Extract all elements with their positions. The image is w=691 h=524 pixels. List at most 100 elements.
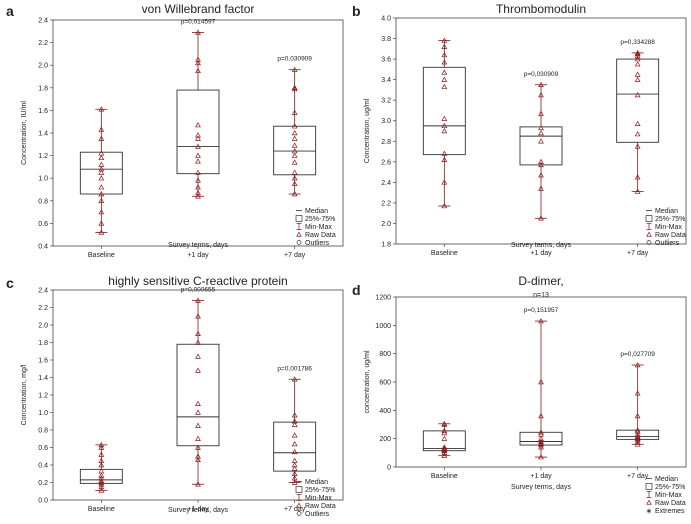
chart-panel-c: c highly sensitive C-reactive protein 0.0 0… xyxy=(6,274,344,518)
raw-data-point xyxy=(195,422,201,428)
raw-data-point xyxy=(538,454,544,460)
chart-title: highly sensitive C-reactive protein xyxy=(108,274,287,288)
y-tick-label: 1.6 xyxy=(38,358,48,365)
raw-data-point xyxy=(98,154,105,161)
y-tick-label: 1.2 xyxy=(38,153,48,160)
raw-data-point xyxy=(98,209,105,215)
raw-data-point xyxy=(538,138,544,144)
y-tick-label: 3.4 xyxy=(381,77,391,84)
chart-panel-b: b Thrombomodulin 1.8 2.0 2.2 2.4 2.6 2.8 3.0 3.2 3… xyxy=(352,2,687,257)
p-value-label: p=0,151957 xyxy=(524,307,559,314)
raw-data-point xyxy=(195,67,201,74)
raw-data-point xyxy=(291,432,298,438)
iqr-box xyxy=(519,126,563,166)
legend-label: 25%-75% xyxy=(305,216,335,223)
legend-label: Median xyxy=(305,208,328,215)
legend-raw-swatch xyxy=(646,231,652,237)
raw-data-point xyxy=(195,339,201,345)
raw-data-point xyxy=(538,439,544,446)
legend-outlier-swatch xyxy=(296,240,302,245)
raw-data-point xyxy=(98,175,105,181)
legend-label: Raw Data xyxy=(305,232,336,239)
box-group xyxy=(79,106,123,235)
raw-data-point xyxy=(98,444,105,450)
y-tick-label: 2.4 xyxy=(381,180,391,187)
raw-data-point xyxy=(98,472,105,478)
raw-data-point xyxy=(98,150,105,156)
chart-panel-d: d D-dimer, n=13 0 200 400 600 800 1000 1200 concen… xyxy=(352,274,687,516)
y-tick-label: 1.8 xyxy=(381,242,391,249)
raw-data-point xyxy=(291,159,298,165)
x-axis-label: Survey terms, days xyxy=(511,242,571,249)
legend-label: Outliers xyxy=(305,511,330,518)
raw-data-point xyxy=(98,169,105,175)
raw-data-point xyxy=(98,483,105,490)
raw-data-point xyxy=(98,106,105,112)
raw-data-point xyxy=(195,409,201,415)
raw-data-point xyxy=(538,81,544,87)
raw-data-point xyxy=(634,61,641,67)
panel-letter: b xyxy=(352,3,361,19)
raw-data-point xyxy=(291,475,298,481)
raw-data-point xyxy=(195,122,201,128)
raw-data-point xyxy=(291,66,298,72)
box-group xyxy=(273,376,317,485)
chart-panel-a: a von Willebrand factor 0.4 0.6 0.8 1.0 1.2 1.4… xyxy=(6,2,344,259)
raw-data-point xyxy=(441,51,448,58)
raw-data-point xyxy=(98,475,105,481)
x-tick-label: Baseline xyxy=(88,506,115,513)
raw-data-point xyxy=(195,56,201,62)
p-value-label: p=0,014597 xyxy=(181,18,216,25)
raw-data-point xyxy=(291,421,298,427)
legend-label: Min-Max xyxy=(305,224,332,231)
y-tick-label: 2.2 xyxy=(38,40,48,47)
y-tick-label: 3.8 xyxy=(381,36,391,43)
y-tick-label: 0 xyxy=(387,465,391,472)
box-group xyxy=(273,66,317,197)
raw-data-point xyxy=(538,158,544,165)
legend-label: Outliers xyxy=(305,240,330,247)
raw-data-point xyxy=(195,143,201,149)
y-tick-label: 0.6 xyxy=(38,221,48,228)
chart-title: D-dimer, xyxy=(518,274,563,288)
y-tick-label: 2.2 xyxy=(381,200,391,207)
y-tick-label: 1000 xyxy=(375,323,391,330)
legend-label: Min-Max xyxy=(655,224,682,231)
y-tick-label: 1.8 xyxy=(38,85,48,92)
raw-data-point xyxy=(195,193,201,199)
legend-label: 25%-75% xyxy=(655,484,685,491)
p-value-label: p=0,334288 xyxy=(620,39,655,46)
box-group xyxy=(616,361,660,447)
raw-data-point xyxy=(634,188,641,194)
y-tick-label: 2.0 xyxy=(38,63,48,70)
y-tick-label: 0.2 xyxy=(38,480,48,487)
raw-data-point xyxy=(291,448,298,455)
legend-raw-swatch xyxy=(296,502,302,508)
raw-data-point xyxy=(441,150,448,156)
raw-data-point xyxy=(195,152,201,158)
raw-data-point xyxy=(98,190,105,197)
box-group xyxy=(79,441,123,493)
raw-data-point xyxy=(441,122,448,129)
raw-data-point xyxy=(195,367,201,373)
legend-label: Min-Max xyxy=(305,495,332,502)
legend-label: 25%-75% xyxy=(305,487,335,494)
raw-data-point xyxy=(538,185,544,191)
raw-data-point xyxy=(538,429,544,435)
iqr-box xyxy=(176,89,220,175)
raw-data-point xyxy=(98,220,105,226)
raw-data-point xyxy=(538,92,544,98)
legend-outlier-swatch xyxy=(296,511,302,516)
x-tick-label: Baseline xyxy=(431,250,458,257)
raw-data-point xyxy=(538,130,544,136)
y-axis-label: Concentration, ug/ml xyxy=(364,98,371,163)
y-tick-label: 1.6 xyxy=(38,108,48,115)
raw-data-point xyxy=(634,131,641,137)
raw-data-point xyxy=(538,124,544,131)
x-tick-label: +1 day xyxy=(530,250,552,257)
raw-data-point xyxy=(195,184,201,190)
x-tick-label: Baseline xyxy=(431,473,458,480)
raw-data-point xyxy=(291,148,298,154)
